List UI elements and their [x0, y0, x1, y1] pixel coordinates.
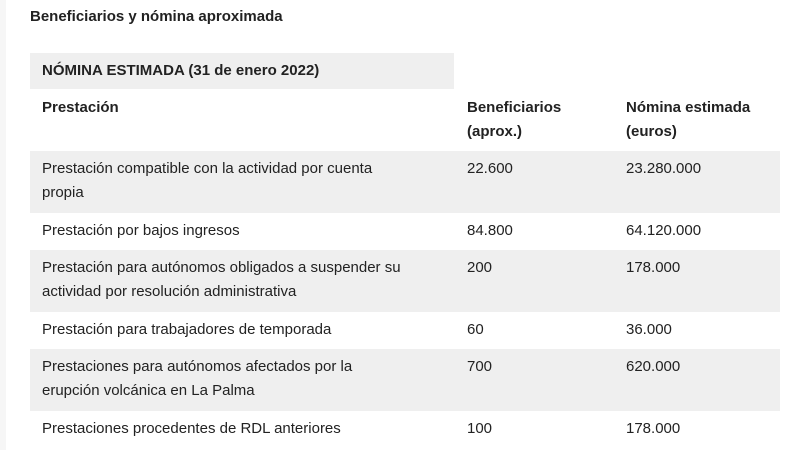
section-title: Beneficiarios y nómina aproximada	[30, 8, 283, 25]
cell-beneficiarios: 200	[467, 259, 493, 276]
cell-prestacion-line1: Prestaciones para autónomos afectados po…	[42, 358, 353, 375]
cell-prestacion-line1: Prestación para trabajadores de temporad…	[42, 321, 332, 338]
left-margin-strip	[0, 0, 6, 450]
cell-prestacion-line1: Prestación por bajos ingresos	[42, 222, 240, 239]
header-nomina: Nómina estimada (euros)	[613, 96, 780, 151]
table-caption-row: NÓMINA ESTIMADA (31 de enero 2022)	[30, 53, 780, 89]
header-beneficiarios: Beneficiarios (aprox.)	[454, 96, 613, 151]
cell-beneficiarios: 700	[467, 358, 493, 375]
cell-nomina: 178.000	[626, 259, 681, 276]
table-row: Prestaciones procedentes de RDL anterior…	[30, 411, 780, 450]
cell-prestacion-line2: propia	[42, 184, 84, 201]
cell-nomina: 620.000	[626, 358, 681, 375]
cell-nomina: 178.000	[626, 420, 681, 437]
header-beneficiarios-line2: (aprox.)	[467, 123, 523, 140]
cell-prestacion: Prestaciones para autónomos afectados po…	[30, 355, 454, 411]
cell-prestacion-line2: actividad por resolución administrativa	[42, 283, 297, 300]
header-nomina-line2: (euros)	[626, 123, 677, 140]
table-caption: NÓMINA ESTIMADA (31 de enero 2022)	[30, 53, 454, 89]
table-row: Prestaciones para autónomos afectados po…	[30, 349, 780, 411]
table-caption-blank	[454, 53, 780, 89]
cell-beneficiarios: 84.800	[467, 222, 513, 239]
cell-prestacion: Prestación por bajos ingresos	[30, 219, 454, 250]
table-row: Prestación por bajos ingresos 84.800 64.…	[30, 213, 780, 250]
header-beneficiarios-line1: Beneficiarios	[467, 99, 562, 116]
cell-prestacion-line2: erupción volcánica en La Palma	[42, 382, 255, 399]
cell-prestacion-line1: Prestación compatible con la actividad p…	[42, 160, 373, 177]
table-row: Prestación para autónomos obligados a su…	[30, 250, 780, 312]
header-nomina-line1: Nómina estimada	[626, 99, 751, 116]
cell-prestacion-line1: Prestación para autónomos obligados a su…	[42, 259, 401, 276]
header-prestacion: Prestación	[30, 96, 454, 151]
cell-beneficiarios: 60	[467, 321, 484, 338]
cell-prestacion: Prestaciones procedentes de RDL anterior…	[30, 417, 454, 450]
cell-prestacion: Prestación para autónomos obligados a su…	[30, 256, 454, 312]
cell-prestacion: Prestación para trabajadores de temporad…	[30, 318, 454, 349]
cell-prestacion-line1: Prestaciones procedentes de RDL anterior…	[42, 420, 341, 437]
table-row: Prestación compatible con la actividad p…	[30, 151, 780, 213]
cell-beneficiarios: 100	[467, 420, 493, 437]
payroll-table: NÓMINA ESTIMADA (31 de enero 2022) Prest…	[30, 53, 780, 450]
header-prestacion-label: Prestación	[42, 99, 119, 116]
cell-prestacion: Prestación compatible con la actividad p…	[30, 157, 454, 213]
cell-nomina: 36.000	[626, 321, 672, 338]
cell-beneficiarios: 22.600	[467, 160, 513, 177]
cell-nomina: 64.120.000	[626, 222, 702, 239]
table-header-row: Prestación Beneficiarios (aprox.) Nómina…	[30, 89, 780, 151]
cell-nomina: 23.280.000	[626, 160, 702, 177]
table-row: Prestación para trabajadores de temporad…	[30, 312, 780, 349]
